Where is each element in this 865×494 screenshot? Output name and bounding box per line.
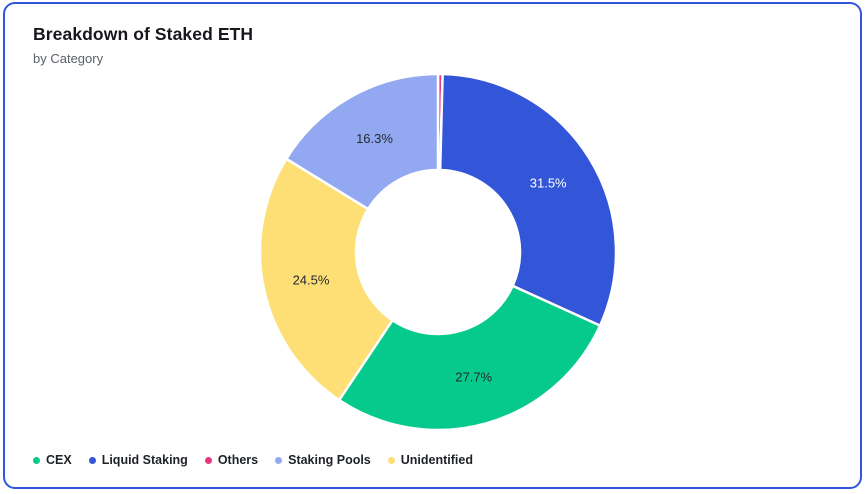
pie-segment-unidentified[interactable] bbox=[258, 157, 394, 402]
legend-item-others[interactable]: Others bbox=[204, 453, 259, 467]
legend-label: Staking Pools bbox=[288, 453, 371, 467]
legend-item-liquid-staking[interactable]: Liquid Staking bbox=[88, 453, 188, 467]
legend-dot-liquid-staking bbox=[88, 456, 96, 464]
legend-label: CEX bbox=[46, 453, 72, 467]
legend-dot-staking-pools bbox=[275, 456, 283, 464]
legend-item-staking-pools[interactable]: Staking Pools bbox=[275, 453, 371, 467]
legend-label: Liquid Staking bbox=[101, 453, 188, 467]
legend-dot-cex bbox=[33, 456, 40, 464]
pie-segment-liquid-staking[interactable] bbox=[438, 72, 618, 327]
pie-segment-staking-pools[interactable] bbox=[285, 72, 440, 211]
legend-label: Others bbox=[217, 453, 259, 467]
legend-dot-others bbox=[204, 456, 212, 464]
chart-legend: CEX Liquid Staking Others Staking Pools Unid… bbox=[33, 453, 473, 467]
legend-item-cex[interactable]: CEX bbox=[33, 453, 72, 467]
legend-dot-unidentified bbox=[387, 456, 395, 464]
donut-chart: 31.5%27.7%24.5%16.3% bbox=[258, 72, 618, 432]
chart-title: Breakdown of Staked ETH bbox=[33, 24, 254, 44]
pie-segment-cex[interactable] bbox=[337, 284, 602, 432]
legend-item-unidentified[interactable]: Unidentified bbox=[387, 453, 473, 467]
legend-label: Unidentified bbox=[400, 453, 473, 467]
chart-subtitle: by Category bbox=[33, 51, 104, 66]
chart-card: Breakdown of Staked ETH by Category 31.5… bbox=[3, 2, 862, 489]
